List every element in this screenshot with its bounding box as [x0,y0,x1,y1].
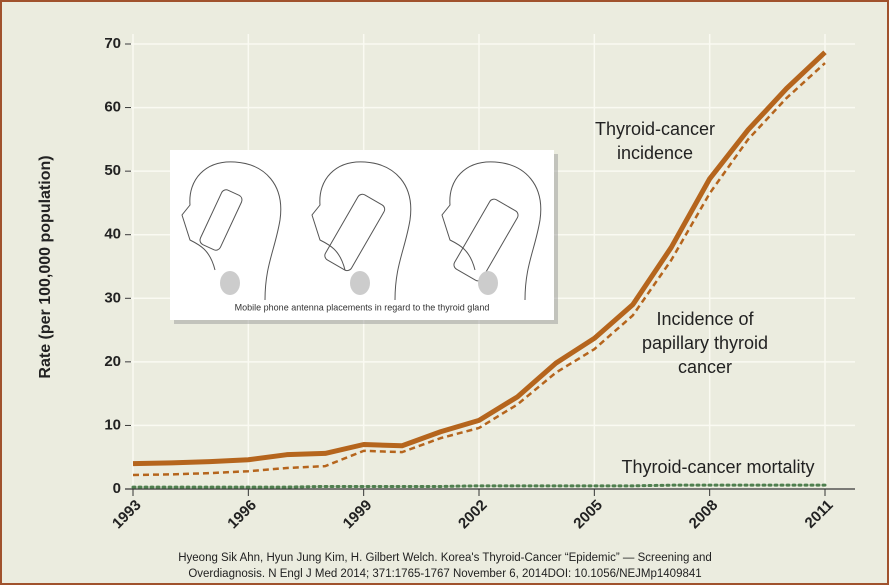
series-line [131,483,827,489]
y-tick-label: 50 [104,162,121,179]
inset-drawing [181,161,542,301]
source-line: Overdiagnosis. N Engl J Med 2014; 371:17… [188,568,701,580]
y-tick-label: 70 [104,35,121,52]
y-tick-label: 20 [104,353,121,370]
annotation: papillary thyroid [642,333,768,353]
y-tick-label: 40 [104,226,121,243]
y-axis-label: Rate (per 100,000 population) [37,155,54,378]
series-line [132,62,826,477]
source-line: Hyeong Sik Ahn, Hyun Jung Kim, H. Gilber… [178,552,712,564]
y-tick-label: 60 [104,99,121,116]
series-line [132,50,827,467]
inset-caption: Mobile phone antenna placements in regar… [235,302,490,312]
annotation: cancer [678,357,732,377]
annotation: Thyroid-cancer [595,119,715,139]
annotation: incidence [617,143,693,163]
annotation: Incidence of [656,309,754,329]
inset: Mobile phone antenna placements in regar… [170,150,558,324]
y-tick-label: 10 [104,416,121,433]
y-tick-label: 30 [104,289,121,306]
y-tick-label: 0 [113,480,121,497]
annotation: Thyroid-cancer mortality [621,457,814,477]
